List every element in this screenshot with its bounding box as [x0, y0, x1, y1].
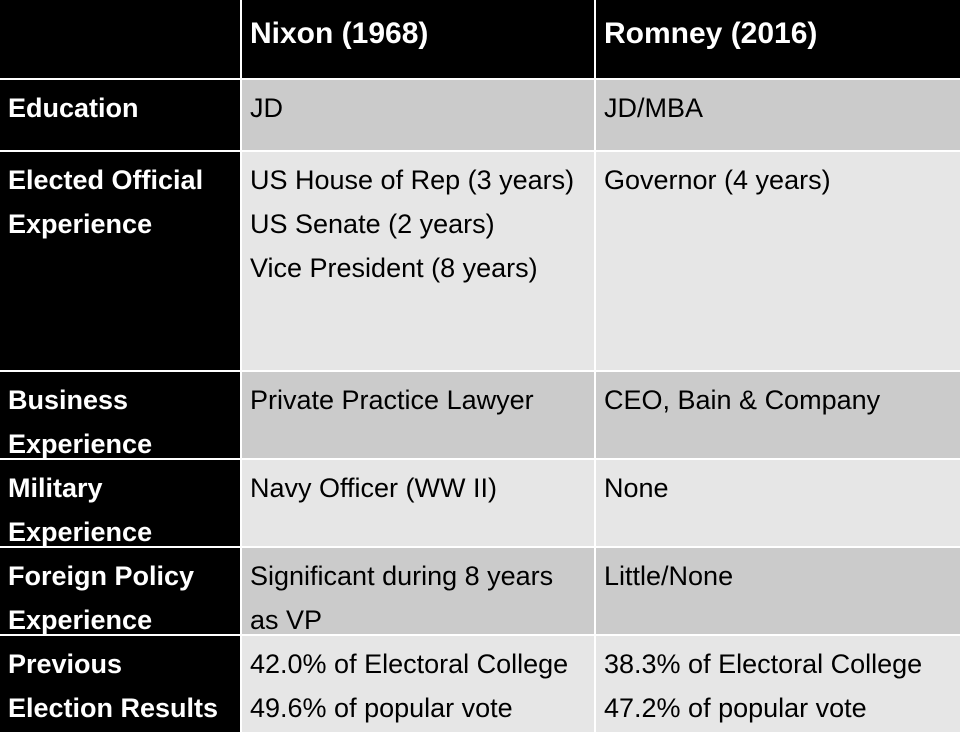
row-label-line: Military: [8, 473, 103, 503]
cell-line: 42.0% of Electoral College: [250, 649, 569, 679]
cell-line: Vice President (8 years): [250, 253, 538, 283]
cell-romney-education: JD/MBA: [596, 80, 960, 150]
cell-line: US Senate (2 years): [250, 209, 495, 239]
cell-romney-business: CEO, Bain & Company: [596, 372, 960, 458]
row-label-education: Education: [0, 80, 240, 150]
cell-line: 38.3% of Electoral College: [604, 649, 923, 679]
row-label-line: Election Results: [8, 693, 219, 723]
cell-nixon-business: Private Practice Lawyer: [242, 372, 594, 458]
header-romney: Romney (2016): [596, 0, 960, 78]
cell-nixon-military: Navy Officer (WW II): [242, 460, 594, 546]
row-label-line: Foreign Policy: [8, 561, 195, 591]
row-label-business: Business Experience: [0, 372, 240, 458]
cell-nixon-foreign-policy: Significant during 8 years as VP: [242, 548, 594, 634]
cell-line: 49.6% of popular vote: [250, 693, 513, 723]
cell-line: 47.2% of popular vote: [604, 693, 867, 723]
cell-line: JD: [250, 93, 283, 123]
cell-line: None: [604, 473, 669, 503]
cell-line: Governor (4 years): [604, 165, 831, 195]
row-label-line: Business: [8, 385, 129, 415]
cell-nixon-education: JD: [242, 80, 594, 150]
row-label-line: Experience: [8, 429, 153, 458]
cell-romney-elected-official: Governor (4 years): [596, 152, 960, 370]
cell-romney-military: None: [596, 460, 960, 546]
cell-romney-foreign-policy: Little/None: [596, 548, 960, 634]
header-nixon: Nixon (1968): [242, 0, 594, 78]
row-label-line: Elected Official: [8, 165, 204, 195]
row-label-line: Experience: [8, 517, 153, 546]
row-label-line: Experience: [8, 605, 153, 634]
cell-romney-election-results: 38.3% of Electoral College 47.2% of popu…: [596, 636, 960, 732]
row-label-foreign-policy: Foreign Policy Experience: [0, 548, 240, 634]
row-label-election-results: Previous Election Results: [0, 636, 240, 732]
cell-nixon-election-results: 42.0% of Electoral College 49.6% of popu…: [242, 636, 594, 732]
row-label-line: Education: [8, 93, 139, 123]
row-label-line: Experience: [8, 209, 153, 239]
cell-line: Little/None: [604, 561, 734, 591]
cell-line: Significant during 8 years: [250, 561, 554, 591]
cell-line: US House of Rep (3 years): [250, 165, 575, 195]
cell-line: JD/MBA: [604, 93, 704, 123]
row-label-military: Military Experience: [0, 460, 240, 546]
header-corner-cell: [0, 0, 240, 78]
row-label-line: Previous: [8, 649, 123, 679]
cell-line: CEO, Bain & Company: [604, 385, 881, 415]
cell-line: as VP: [250, 605, 323, 634]
cell-line: Private Practice Lawyer: [250, 385, 534, 415]
cell-nixon-elected-official: US House of Rep (3 years) US Senate (2 y…: [242, 152, 594, 370]
row-label-elected-official: Elected Official Experience: [0, 152, 240, 370]
cell-line: Navy Officer (WW II): [250, 473, 497, 503]
